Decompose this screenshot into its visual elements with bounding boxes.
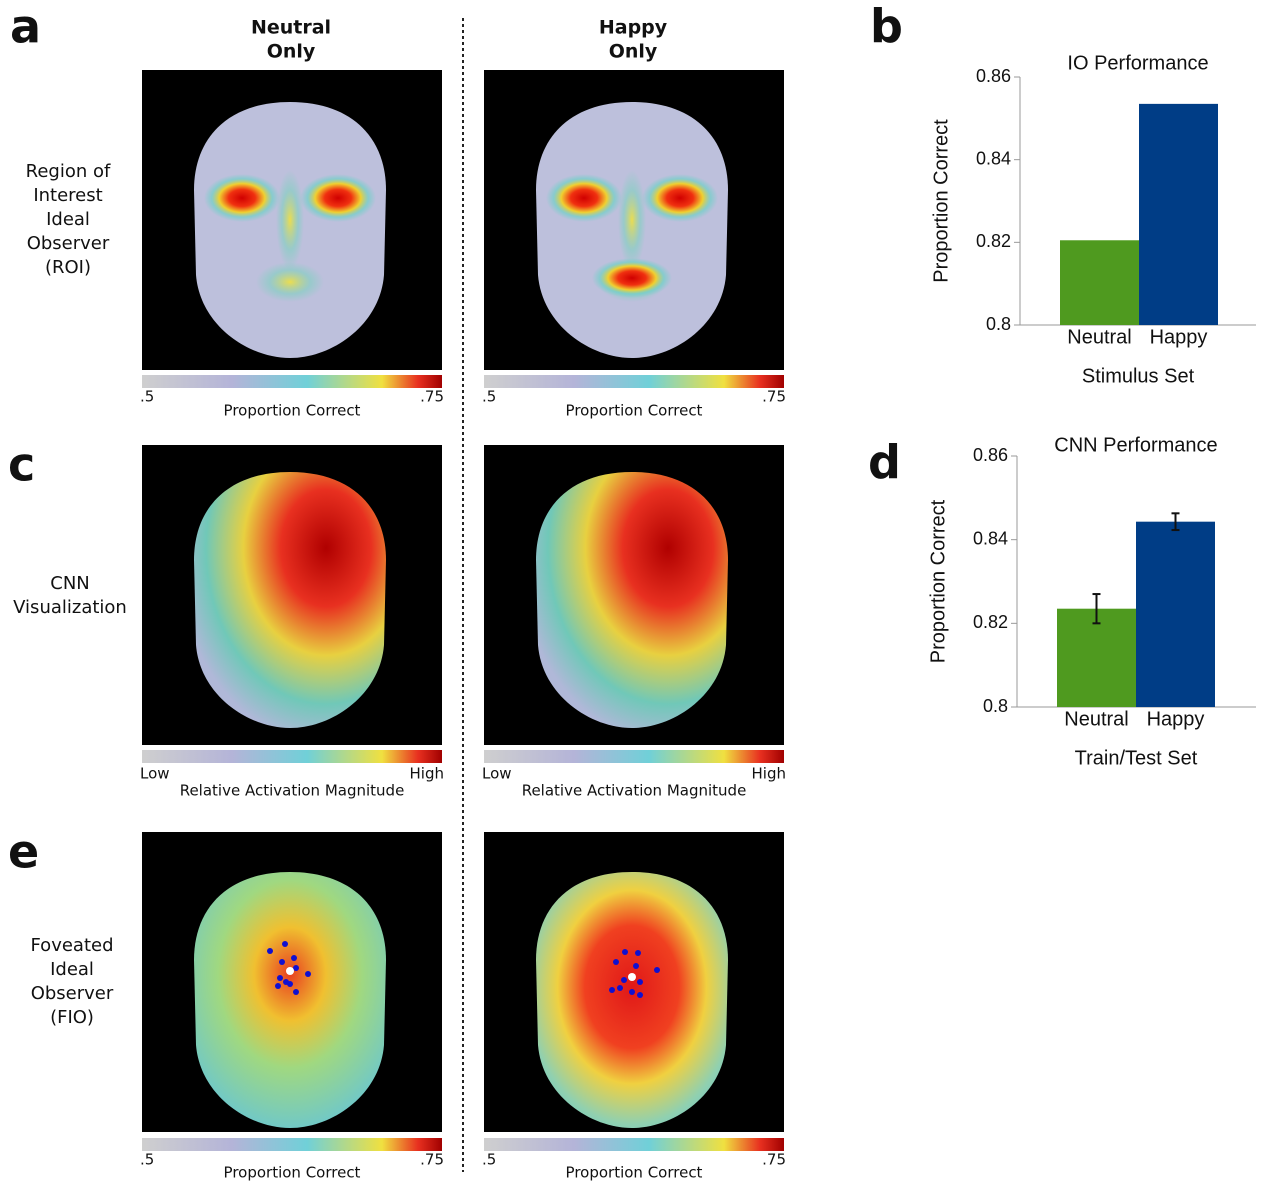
colorbar-low: .5 (482, 388, 496, 406)
bar (1139, 104, 1218, 325)
colorbar-low: Low (140, 765, 170, 783)
colorbar-high: High (752, 765, 786, 783)
colorbar-high: .75 (762, 1151, 786, 1169)
x-axis-label: Train/Test Set (1075, 747, 1198, 769)
colorbar-high: .75 (420, 1151, 444, 1169)
column-header: Neutral (251, 17, 331, 39)
colorbar-high: .75 (420, 388, 444, 406)
colorbar-low: .5 (482, 1151, 496, 1169)
row-label: Ideal (46, 209, 90, 230)
figure: a b c d e Neutral Only Happy Only Region… (0, 0, 1262, 1182)
row-label: Interest (33, 185, 102, 206)
column-header: Happy (599, 17, 668, 39)
row-label: (ROI) (45, 257, 91, 278)
column-header: Only (609, 41, 658, 63)
x-tick-label: Happy (1147, 708, 1205, 730)
row-labels: Region of Interest Ideal Observer (ROI) … (13, 161, 127, 1028)
colorbar-label: Relative Activation Magnitude (522, 782, 747, 800)
column-header: Only (267, 41, 316, 63)
y-axis-label: Proportion Correct (927, 499, 949, 663)
colorbar-label: Proportion Correct (224, 1164, 361, 1182)
chart-title: CNN Performance (1054, 434, 1217, 456)
colorbar-label: Proportion Correct (566, 1164, 703, 1182)
colorbar-low: .5 (140, 1151, 154, 1169)
y-tick-label: 0.84 (976, 148, 1011, 168)
row-label: Observer (31, 983, 114, 1004)
colorbar-low: Low (482, 765, 512, 783)
panel-label: d (868, 436, 901, 490)
colorbar-low: .5 (140, 388, 154, 406)
row-label: Region of (26, 161, 111, 182)
panel-label: a (10, 0, 41, 54)
bar (1136, 522, 1215, 707)
bar (1060, 240, 1139, 325)
colorbar-high: High (410, 765, 444, 783)
y-tick-label: 0.82 (976, 231, 1011, 251)
row-label: Observer (27, 233, 110, 254)
colorbar-label: Relative Activation Magnitude (180, 782, 405, 800)
y-tick-label: 0.86 (973, 445, 1008, 465)
row-label: Ideal (50, 959, 94, 980)
y-tick-label: 0.84 (973, 528, 1008, 548)
row-label: CNN (50, 573, 90, 594)
row-label: Visualization (13, 597, 127, 618)
x-tick-label: Neutral (1064, 708, 1128, 730)
x-tick-label: Neutral (1067, 326, 1131, 348)
colorbar-high: .75 (762, 388, 786, 406)
panel-label: b (870, 0, 903, 54)
colorbar-label: Proportion Correct (566, 402, 703, 420)
panel-label: c (8, 438, 35, 492)
x-tick-label: Happy (1150, 326, 1208, 348)
y-tick-label: 0.86 (976, 66, 1011, 86)
panel-label: e (8, 825, 39, 879)
y-tick-label: 0.8 (983, 696, 1008, 716)
row-label: Foveated (30, 935, 113, 956)
heatmap-images (142, 70, 784, 1151)
row-label: (FIO) (50, 1007, 94, 1028)
y-tick-label: 0.8 (986, 314, 1011, 334)
chart-title: IO Performance (1067, 52, 1208, 74)
y-axis-label: Proportion Correct (930, 119, 952, 283)
colorbar-label: Proportion Correct (224, 402, 361, 420)
y-tick-label: 0.82 (973, 612, 1008, 632)
x-axis-label: Stimulus Set (1082, 365, 1195, 387)
